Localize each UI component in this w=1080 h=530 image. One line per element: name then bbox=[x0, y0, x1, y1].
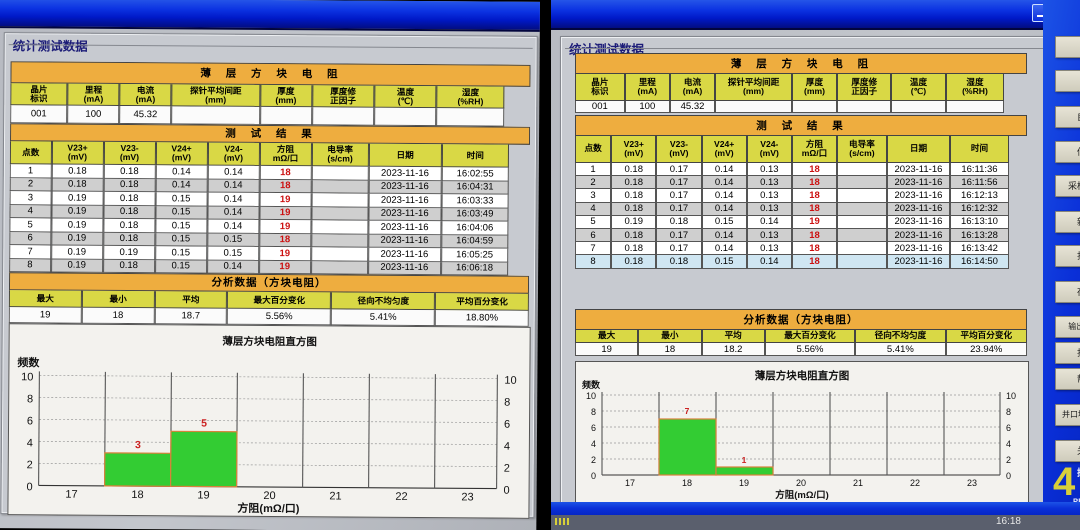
svg-text:方阻(mΩ/口): 方阻(mΩ/口) bbox=[775, 489, 829, 501]
svg-text:2: 2 bbox=[504, 463, 510, 475]
svg-text:8: 8 bbox=[591, 407, 596, 417]
svg-text:频数: 频数 bbox=[17, 355, 40, 369]
svg-text:6: 6 bbox=[1006, 423, 1011, 433]
svg-text:19: 19 bbox=[197, 490, 209, 502]
svg-text:3: 3 bbox=[135, 439, 141, 451]
svg-text:频数: 频数 bbox=[582, 379, 601, 390]
svg-text:10: 10 bbox=[504, 375, 516, 387]
svg-text:23: 23 bbox=[461, 491, 473, 503]
svg-text:22: 22 bbox=[395, 491, 407, 503]
svg-text:0: 0 bbox=[1006, 471, 1011, 481]
svg-text:22: 22 bbox=[910, 478, 920, 488]
svg-text:2: 2 bbox=[1006, 455, 1011, 465]
svg-text:0: 0 bbox=[504, 485, 510, 497]
svg-text:4: 4 bbox=[504, 441, 510, 453]
svg-text:8: 8 bbox=[504, 397, 510, 409]
svg-text:17: 17 bbox=[65, 489, 77, 501]
svg-text:8: 8 bbox=[27, 393, 33, 405]
svg-text:4: 4 bbox=[591, 439, 596, 449]
svg-text:6: 6 bbox=[591, 423, 596, 433]
svg-text:20: 20 bbox=[263, 490, 275, 502]
svg-text:7: 7 bbox=[685, 406, 690, 416]
svg-text:2: 2 bbox=[27, 459, 33, 471]
svg-text:6: 6 bbox=[504, 419, 510, 431]
svg-text:2: 2 bbox=[591, 455, 596, 465]
svg-text:10: 10 bbox=[1006, 391, 1016, 401]
svg-text:10: 10 bbox=[21, 371, 33, 383]
svg-text:10: 10 bbox=[586, 391, 596, 401]
svg-text:20: 20 bbox=[796, 478, 806, 488]
svg-text:5: 5 bbox=[201, 418, 207, 430]
svg-text:18: 18 bbox=[682, 478, 692, 488]
svg-text:1: 1 bbox=[742, 455, 747, 465]
svg-text:17: 17 bbox=[625, 478, 635, 488]
svg-text:19: 19 bbox=[739, 478, 749, 488]
svg-text:4: 4 bbox=[1006, 439, 1011, 449]
svg-text:6: 6 bbox=[27, 415, 33, 427]
svg-text:18: 18 bbox=[131, 489, 143, 501]
svg-text:方阻(mΩ/口): 方阻(mΩ/口) bbox=[237, 501, 299, 515]
svg-text:4: 4 bbox=[27, 437, 33, 449]
svg-text:23: 23 bbox=[967, 478, 977, 488]
svg-text:0: 0 bbox=[26, 481, 32, 493]
svg-text:21: 21 bbox=[329, 490, 341, 502]
svg-text:8: 8 bbox=[1006, 407, 1011, 417]
svg-text:21: 21 bbox=[853, 478, 863, 488]
svg-text:0: 0 bbox=[591, 471, 596, 481]
